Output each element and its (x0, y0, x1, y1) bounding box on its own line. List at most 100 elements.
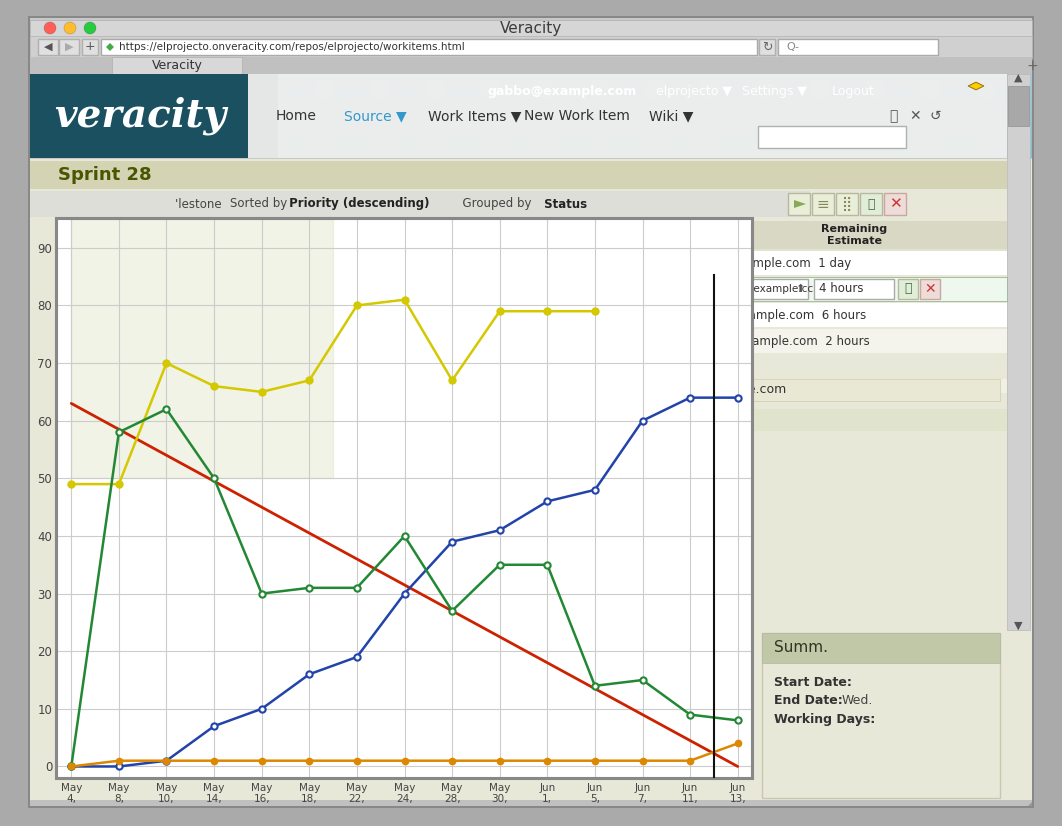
Circle shape (150, 107, 170, 127)
Bar (30, 88, 1032, 89)
Bar (82, 39, 98, 55)
Text: Source ▼: Source ▼ (344, 109, 407, 123)
Circle shape (920, 79, 940, 99)
Circle shape (95, 107, 115, 127)
Bar (30, 79, 1032, 80)
Bar (30, 104, 1032, 105)
Bar (30, 89, 1032, 90)
Bar (30, 78, 1032, 79)
Bar (30, 115, 1032, 116)
Circle shape (590, 135, 610, 155)
Circle shape (755, 107, 775, 127)
Bar (30, 95, 1032, 96)
Bar (920, 279, 940, 299)
Bar (30, 122, 1032, 123)
Bar (898, 279, 918, 299)
Text: veracity: veracity (54, 97, 226, 135)
Bar (30, 74, 278, 158)
Circle shape (866, 79, 885, 99)
Bar (30, 112, 1032, 113)
Bar (30, 96, 1032, 97)
Circle shape (370, 135, 390, 155)
Circle shape (755, 135, 775, 155)
Bar (30, 106, 1032, 107)
Bar (30, 134, 1032, 135)
Bar (30, 109, 1032, 110)
Bar (30, 118, 1032, 119)
Text: Wed.: Wed. (842, 695, 873, 708)
Circle shape (150, 79, 170, 99)
Circle shape (975, 107, 995, 127)
Bar (418, 303, 1007, 327)
Bar (30, 135, 1032, 136)
Bar (30, 91, 1032, 92)
Bar (30, 94, 1032, 95)
Bar (30, 74, 1032, 75)
Text: 🔍: 🔍 (889, 109, 897, 123)
Text: ✕: ✕ (889, 197, 902, 211)
Bar (30, 132, 1032, 133)
Bar (30, 126, 1032, 127)
Text: End Date:: End Date: (774, 695, 843, 708)
Bar (30, 143, 1032, 144)
Circle shape (866, 107, 885, 127)
Circle shape (260, 79, 280, 99)
Bar (30, 98, 1032, 99)
Bar (249, 74, 1007, 158)
Bar (30, 97, 1032, 98)
Text: https://elprojecto.onveracity.com/repos/elprojecto/workitems.html: https://elprojecto.onveracity.com/repos/… (119, 42, 465, 52)
Circle shape (480, 79, 500, 99)
Circle shape (700, 135, 720, 155)
Circle shape (40, 135, 59, 155)
Text: ▼: ▼ (1014, 621, 1023, 631)
Circle shape (590, 107, 610, 127)
Bar (30, 117, 1032, 118)
Text: Sorted by: Sorted by (230, 197, 287, 211)
Circle shape (866, 135, 885, 155)
Circle shape (975, 79, 995, 99)
Bar (30, 130, 1032, 131)
Bar (590, 297, 710, 373)
Text: Work Items ▼: Work Items ▼ (428, 109, 521, 123)
Bar (418, 221, 1007, 249)
Polygon shape (794, 200, 806, 208)
Bar (418, 277, 1007, 301)
Bar (59, 39, 79, 55)
Circle shape (590, 79, 610, 99)
Bar (30, 800, 1032, 806)
Circle shape (755, 79, 775, 99)
Bar (30, 146, 1032, 147)
Bar (418, 329, 1007, 353)
Polygon shape (71, 219, 333, 478)
Bar (30, 191, 810, 217)
Bar (30, 111, 1032, 112)
Text: elprojecto ▼: elprojecto ▼ (656, 86, 732, 98)
Bar (30, 120, 1032, 121)
Bar (30, 141, 1032, 142)
Text: Q-: Q- (786, 42, 799, 52)
Circle shape (315, 79, 335, 99)
Bar (101, 39, 757, 55)
Bar (30, 90, 1032, 91)
Circle shape (645, 107, 665, 127)
Circle shape (44, 22, 56, 34)
Text: Wiki ▼: Wiki ▼ (649, 109, 693, 123)
Text: Grouped by: Grouped by (455, 197, 531, 211)
Text: Sprint 28: Sprint 28 (58, 166, 152, 184)
Text: Assignee: Assignee (679, 229, 741, 241)
Bar (30, 152, 1032, 153)
Text: Veracity: Veracity (500, 21, 562, 36)
Text: Logout: Logout (832, 86, 874, 98)
Bar (758, 126, 906, 148)
Circle shape (645, 135, 665, 155)
Bar (30, 100, 1032, 101)
Text: ⬆: ⬆ (795, 284, 805, 294)
Polygon shape (967, 82, 984, 90)
Text: Status: Status (539, 197, 587, 211)
Text: ▶: ▶ (65, 42, 73, 52)
Bar (30, 99, 1032, 100)
Text: ≡: ≡ (817, 197, 829, 211)
Bar (30, 108, 1032, 109)
Circle shape (810, 107, 830, 127)
Bar (112, 57, 242, 74)
